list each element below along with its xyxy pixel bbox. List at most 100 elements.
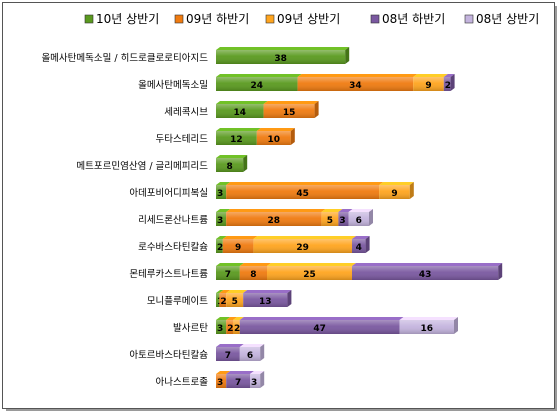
bar-top-face (348, 209, 373, 212)
legend-label: 08년 하반기 (382, 12, 445, 26)
bar-row: 38 (216, 47, 350, 64)
bar-gloss (348, 212, 369, 226)
data-label: 12 (230, 135, 243, 145)
chart-legend: 10년 상반기 09년 하반기 09년 상반기 08년 하반기 08년 상반기 (84, 12, 539, 26)
category-label: 아나스트로졸 (156, 377, 209, 388)
bar-top-face (216, 290, 224, 293)
bar-top-face (256, 128, 295, 131)
legend-item-1: 10년 상반기 (84, 12, 159, 26)
bar-top-face (216, 101, 268, 104)
data-label: 4 (356, 243, 362, 253)
bar-segment: 43 (352, 263, 503, 280)
bar-gloss (226, 212, 322, 226)
bar-top-face (216, 317, 231, 320)
bar-gloss (216, 320, 227, 334)
bar-top-face (226, 371, 254, 374)
bar-top-face (239, 344, 265, 347)
bar-segment: 9 (413, 74, 448, 91)
bar-top-face (216, 344, 244, 347)
data-label: 25 (303, 270, 316, 280)
bar-segment: 2 (233, 317, 244, 334)
data-label: 2 (234, 324, 240, 334)
bar-end-cap (409, 182, 414, 199)
legend-item-3: 09년 상반기 (265, 12, 340, 26)
data-label: 7 (235, 378, 241, 388)
bar-segment: 7 (216, 344, 244, 361)
bar-end-cap (454, 317, 458, 334)
data-label: 3 (217, 378, 223, 388)
bar-top-face (352, 236, 370, 239)
data-label: 2 (227, 324, 233, 334)
bar-top-face (297, 74, 418, 77)
category-axis-labels: 올메사탄메독소밀 / 히드로클로로티아지드올메사탄메독소밀세레콕시브두타스테리드… (41, 52, 208, 388)
bar-end-cap (365, 236, 370, 253)
bar-top-face (233, 317, 244, 320)
bar-gloss (216, 266, 240, 280)
bar-segment: 47 (239, 317, 404, 334)
data-label: 43 (419, 270, 432, 280)
bar-top-face (226, 182, 384, 185)
legend-label: 08년 상반기 (476, 12, 539, 26)
bar-segment: 2 (216, 236, 227, 253)
data-label: 6 (247, 351, 253, 361)
bar-gloss (216, 293, 220, 307)
bar-segment: 13 (243, 290, 292, 307)
bar-row: 14 15 (216, 101, 319, 118)
bar-segment: 8 (239, 263, 271, 280)
data-label: 9 (425, 81, 431, 91)
bar-segment: 25 (267, 263, 356, 280)
bar-row: 12 10 (216, 128, 295, 145)
bar-top-face (216, 182, 231, 185)
bar-gloss (413, 77, 444, 91)
data-label: 29 (296, 243, 309, 253)
bar-gloss (216, 347, 240, 361)
bar-gloss (338, 212, 349, 226)
category-label: 아토르바스타틴칼슘 (129, 350, 208, 361)
bar-top-face (222, 236, 258, 239)
data-label: 2 (217, 243, 223, 253)
bar-gloss (379, 185, 410, 199)
data-label: 47 (313, 324, 326, 334)
bar-top-face (226, 209, 326, 212)
bar-top-face (216, 155, 248, 158)
bar-row: 12513 (216, 290, 292, 307)
data-label: 7 (225, 270, 231, 280)
bar-gloss (239, 347, 261, 361)
legend-swatch (370, 14, 380, 24)
bar-top-face (216, 47, 350, 50)
bar-row: 3 45 9 (216, 182, 414, 199)
data-label: 2 (220, 297, 226, 307)
bar-gloss (216, 50, 346, 64)
bar-segment: 16 (399, 317, 458, 334)
legend-label: 09년 하반기 (186, 12, 249, 26)
bar-top-face (216, 209, 231, 212)
bar-area: 3824349214151210834593285362929478254312… (216, 47, 503, 388)
bar-gloss (226, 374, 250, 388)
bar-segment: 38 (216, 47, 350, 64)
data-label: 13 (259, 297, 272, 307)
bar-segment: 3 (338, 209, 353, 226)
bar-segment: 8 (216, 155, 248, 172)
legend-item-4: 08년 하반기 (370, 12, 445, 26)
bar-top-face (219, 290, 231, 293)
data-label: 7 (225, 351, 231, 361)
bar-end-cap (369, 209, 373, 226)
bar-row: 3 28 5 3 6 (216, 209, 373, 226)
bar-top-face (216, 74, 302, 77)
bar-segment: 3 (216, 182, 231, 199)
bar-end-cap (345, 47, 350, 64)
chart-frame: 10년 상반기 09년 하반기 09년 상반기 08년 하반기 08년 상반기 올메사탄… (2, 2, 555, 409)
bar-top-face (267, 263, 356, 266)
bar-segment: 2 (443, 74, 455, 91)
bar-row: 8 (216, 155, 248, 172)
bar-gloss (216, 104, 264, 118)
bar-gloss (216, 212, 227, 226)
data-label: 6 (356, 216, 362, 226)
bar-segment: 6 (348, 209, 373, 226)
bar-end-cap (498, 263, 503, 280)
bar-top-face (216, 371, 231, 374)
data-label: 9 (391, 189, 397, 199)
bar-top-face (226, 290, 248, 293)
bar-end-cap (260, 371, 265, 388)
data-label: 3 (251, 378, 257, 388)
